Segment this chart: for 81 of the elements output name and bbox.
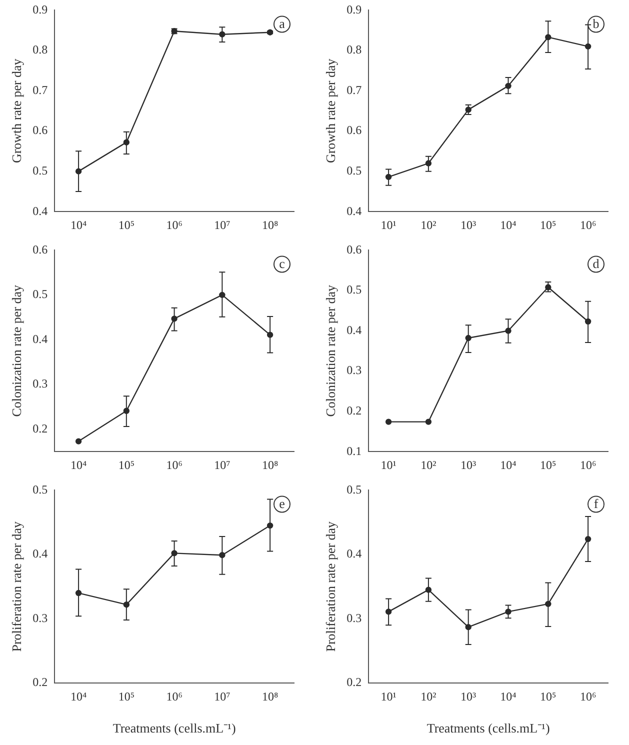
y-tick-label: 0.8 <box>346 42 362 57</box>
y-axis-title: Growth rate per day <box>9 58 24 164</box>
x-tick-label: 10³ <box>460 458 477 472</box>
x-tick-label: 10⁷ <box>214 218 230 232</box>
x-tick-label: 10⁵ <box>540 458 556 472</box>
y-tick-label: 0.7 <box>346 82 362 97</box>
x-tick-label: 10⁴ <box>70 689 87 704</box>
x-tick-label: 10⁶ <box>166 689 182 704</box>
x-tick-label: 10³ <box>460 689 477 704</box>
y-tick-label: 0.9 <box>32 2 48 16</box>
y-tick-label: 0.5 <box>32 482 48 496</box>
annotation: c <box>279 256 286 272</box>
x-tick-label: 10² <box>420 458 437 472</box>
y-axis-title: Growth rate per day <box>323 58 338 164</box>
y-axis-title: Colonization rate per day <box>323 284 338 417</box>
y-axis-title: Proliferation rate per day <box>323 520 338 652</box>
y-tick-label: 0.5 <box>346 482 362 496</box>
y-tick-label: 0.4 <box>32 546 48 561</box>
x-tick-label: 10⁶ <box>166 458 182 472</box>
x-tick-label: 10¹ <box>380 218 397 232</box>
y-tick-label: 0.4 <box>346 546 362 561</box>
y-tick-label: 0.5 <box>32 163 48 178</box>
y-tick-label: 0.6 <box>32 242 48 256</box>
y-tick-label: 0.4 <box>346 322 362 337</box>
x-tick-label: 10⁴ <box>500 218 516 232</box>
y-tick-label: 0.1 <box>346 444 362 458</box>
x-axis-title: Treatments (cells.mL⁻¹) <box>426 720 550 736</box>
y-tick-label: 0.7 <box>32 82 48 97</box>
x-tick-label: 10⁷ <box>214 689 230 704</box>
x-tick-label: 10² <box>420 218 437 232</box>
y-tick-label: 0.6 <box>346 123 362 138</box>
x-tick-label: 10⁸ <box>262 218 278 232</box>
x-axis-title: Treatments (cells.mL⁻¹) <box>112 720 236 736</box>
x-tick-label: 10¹ <box>380 689 397 704</box>
x-tick-label: 10⁶ <box>580 218 596 232</box>
x-tick-label: 10⁴ <box>70 458 87 472</box>
point <box>75 438 82 444</box>
y-tick-label: 0.4 <box>346 204 362 218</box>
x-tick-label: 10⁷ <box>214 458 230 472</box>
x-tick-label: 10⁵ <box>118 689 135 704</box>
y-tick-label: 0.6 <box>346 242 362 256</box>
x-tick-label: 10⁴ <box>500 689 516 704</box>
x-tick-label: 10¹ <box>380 458 397 472</box>
annotation: b <box>592 16 600 32</box>
y-axis-title: Proliferation rate per day <box>9 520 24 652</box>
annotation: f <box>594 496 599 512</box>
x-tick-label: 10⁶ <box>580 689 596 704</box>
y-tick-label: 0.3 <box>32 376 48 391</box>
point <box>385 418 392 425</box>
x-tick-label: 10⁴ <box>500 458 516 472</box>
y-tick-label: 0.4 <box>32 332 48 346</box>
y-tick-label: 0.5 <box>32 287 48 302</box>
y-tick-label: 0.3 <box>346 363 362 378</box>
y-tick-label: 0.6 <box>32 123 48 138</box>
annotation: e <box>279 496 286 512</box>
y-tick-label: 0.5 <box>346 282 362 297</box>
y-tick-label: 0.2 <box>346 403 362 418</box>
x-tick-label: 10⁸ <box>262 689 278 704</box>
y-tick-label: 0.4 <box>32 204 48 218</box>
y-tick-label: 0.2 <box>32 421 48 436</box>
y-axis-title: Colonization rate per day <box>9 284 24 417</box>
y-tick-label: 0.8 <box>32 42 48 57</box>
x-tick-label: 10² <box>420 689 437 704</box>
x-tick-label: 10⁵ <box>118 458 135 472</box>
y-tick-label: 0.3 <box>32 610 48 625</box>
x-tick-label: 10³ <box>460 218 477 232</box>
point <box>425 418 432 425</box>
y-tick-label: 0.9 <box>346 2 362 16</box>
x-tick-label: 10⁶ <box>166 218 182 232</box>
x-tick-label: 10⁵ <box>540 218 556 232</box>
y-tick-label: 0.2 <box>32 675 48 690</box>
y-tick-label: 0.2 <box>346 675 362 690</box>
y-tick-label: 0.3 <box>346 610 362 625</box>
x-tick-label: 10⁵ <box>118 218 135 232</box>
x-tick-label: 10⁶ <box>580 458 596 472</box>
y-tick-label: 0.5 <box>346 163 362 178</box>
annotation: d <box>592 256 600 272</box>
x-tick-label: 10⁵ <box>540 689 556 704</box>
annotation: a <box>279 16 286 32</box>
x-tick-label: 10⁸ <box>262 458 278 472</box>
x-tick-label: 10⁴ <box>70 218 87 232</box>
